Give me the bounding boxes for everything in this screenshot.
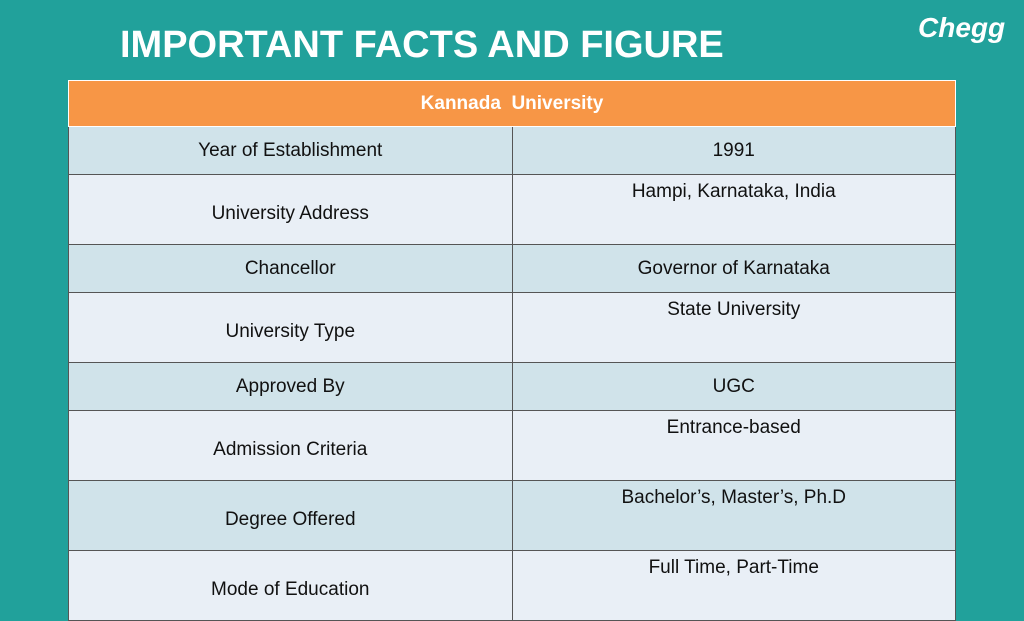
fact-value: Bachelor’s, Master’s, Ph.D (511, 480, 956, 551)
fact-value: 1991 (511, 126, 956, 175)
fact-value: Entrance-based (511, 410, 956, 481)
fact-value: Hampi, Karnataka, India (511, 174, 956, 245)
table-row: Chancellor Governor of Karnataka (68, 244, 956, 293)
table-row: Degree Offered Bachelor’s, Master’s, Ph.D (68, 480, 956, 551)
fact-label: Year of Establishment (68, 126, 513, 175)
fact-value: State University (511, 292, 956, 363)
fact-label: Chancellor (68, 244, 513, 293)
logo: Chegg (918, 12, 1006, 43)
table-row: University Type State University (68, 292, 956, 363)
facts-table: Kannada University Year of Establishment… (68, 80, 956, 621)
table-row: Year of Establishment 1991 (68, 126, 956, 175)
slide: IMPORTANT FACTS AND FIGURE Chegg Kannada… (68, 12, 1006, 621)
table-row: Approved By UGC (68, 362, 956, 411)
fact-label: University Type (68, 292, 513, 363)
fact-label: Mode of Education (68, 550, 513, 621)
table-caption: Kannada University (68, 80, 956, 127)
fact-label: Approved By (68, 362, 513, 411)
title: IMPORTANT FACTS AND FIGURE (120, 24, 724, 66)
fact-label: Degree Offered (68, 480, 513, 551)
fact-label: University Address (68, 174, 513, 245)
fact-label: Admission Criteria (68, 410, 513, 481)
table-body: Year of Establishment 1991 University Addr… (68, 126, 956, 621)
fact-value: Governor of Karnataka (511, 244, 956, 293)
table-row: Mode of Education Full Time, Part-Time (68, 550, 956, 621)
table-row: Admission Criteria Entrance-based (68, 410, 956, 481)
table-row: University Address Hampi, Karnataka, Indi… (68, 174, 956, 245)
fact-value: UGC (511, 362, 956, 411)
fact-value: Full Time, Part-Time (511, 550, 956, 621)
